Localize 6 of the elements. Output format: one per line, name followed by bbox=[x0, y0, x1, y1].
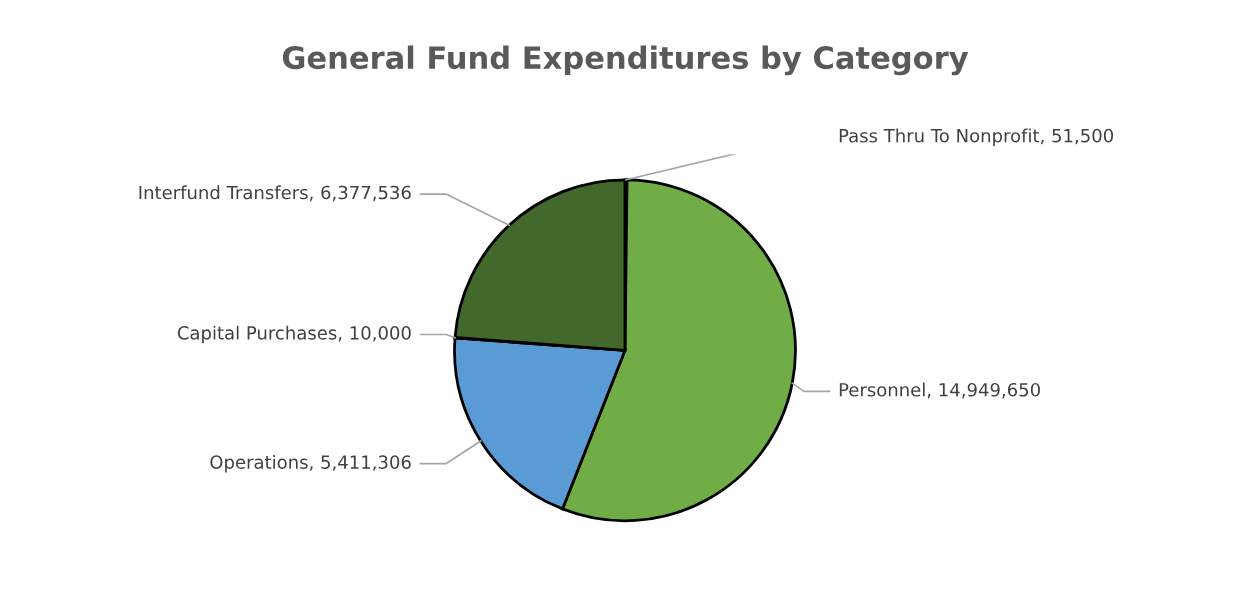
slice-label: Capital Purchases, 10,000 bbox=[177, 325, 411, 344]
slice-label: Interfund Transfers, 6,377,536 bbox=[139, 185, 411, 202]
slice-label: Pass Thru To Nonprofit, 51,500 bbox=[839, 128, 1114, 146]
slice-label: Personnel, 14,949,650 bbox=[839, 382, 1040, 399]
slice-label: Operations, 5,411,306 bbox=[210, 454, 411, 473]
chart-title: General Fund Expenditures by Category bbox=[282, 45, 969, 76]
